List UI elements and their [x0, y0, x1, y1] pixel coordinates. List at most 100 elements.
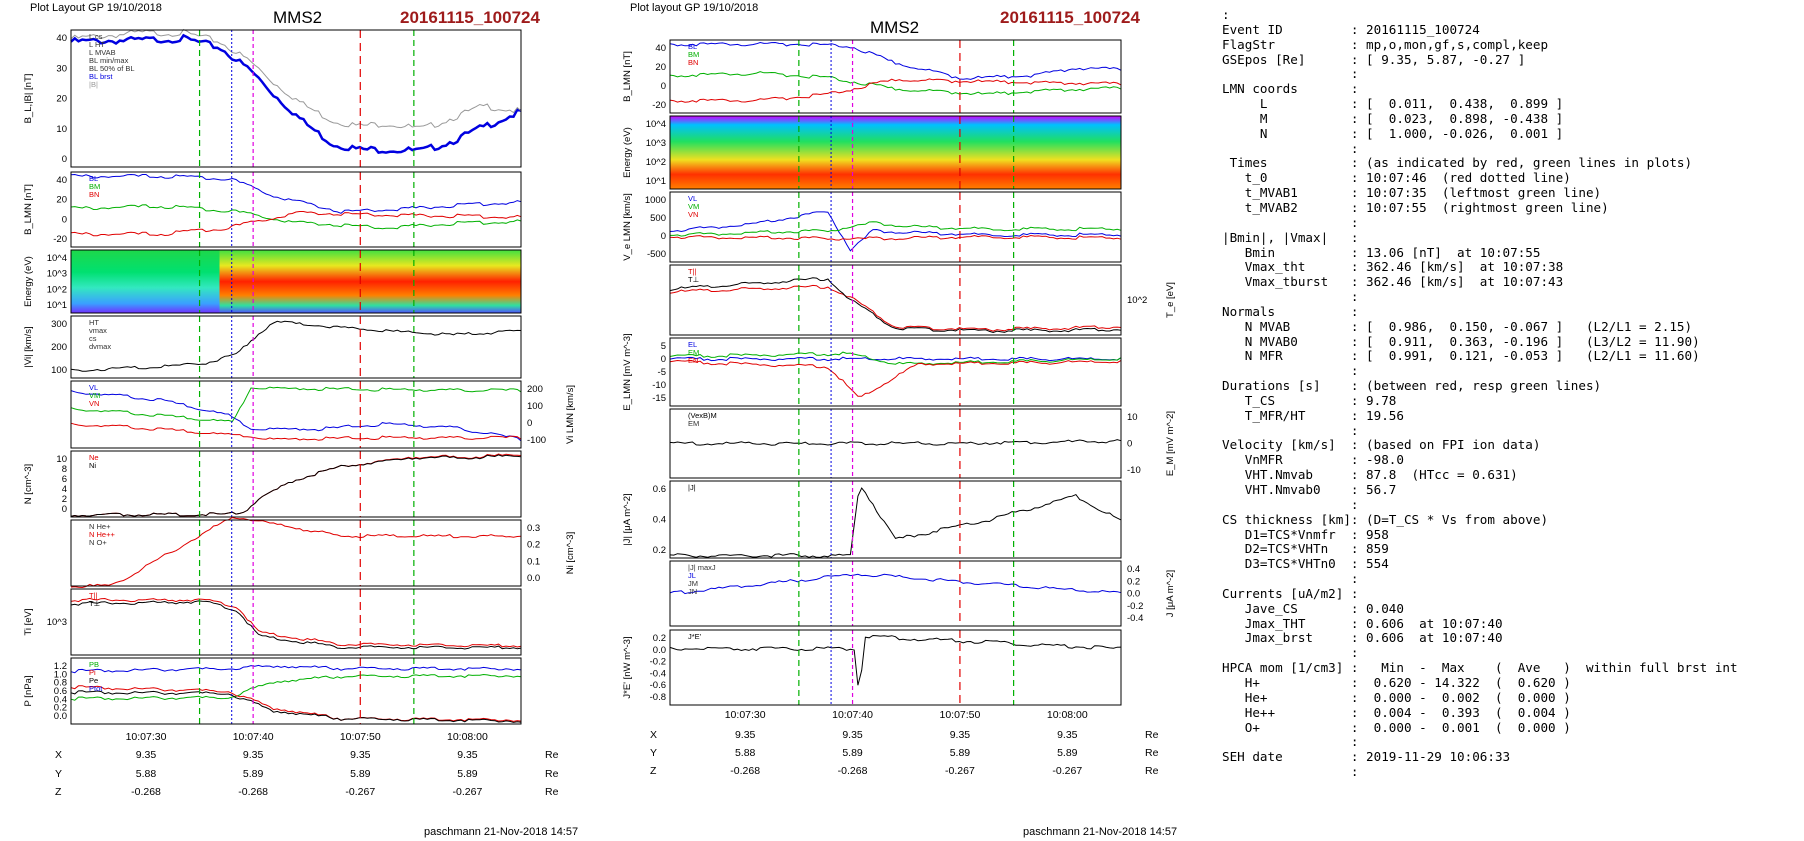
legend-entry: cs	[89, 334, 97, 343]
info-line: Durations [s] : (between red, resp green…	[1222, 378, 1602, 394]
y-tick-label: -0.6	[650, 680, 666, 691]
y-tick-label: 0	[661, 81, 666, 92]
legend-entry: N He+	[89, 522, 111, 531]
y-tick-label: 10^3	[646, 138, 666, 149]
coord-label: Y	[55, 768, 62, 780]
y-axis-label: N [cm^-3]	[23, 464, 34, 504]
y-tick-label: 0.1	[527, 556, 540, 567]
y-axis-label: T_e [eV]	[1165, 282, 1176, 318]
panel-frame	[70, 171, 522, 248]
coord-value: -0.267	[945, 765, 975, 777]
y-tick-label: 200	[51, 342, 67, 353]
y-tick-label: 10^4	[47, 253, 67, 264]
y-tick-label: 0	[661, 231, 666, 242]
y-tick-label: 10^2	[646, 157, 666, 168]
legend-entry: |J|	[688, 483, 696, 492]
coord-label: Z	[55, 786, 62, 798]
coord-value: 5.89	[950, 747, 971, 759]
y-tick-label: -15	[652, 393, 666, 404]
legend-entry: Ne	[89, 453, 99, 462]
coord-value: -0.267	[345, 786, 375, 798]
y-tick-label: -0.4	[650, 668, 666, 679]
y-axis-label: B_L,|B| [nT]	[23, 74, 34, 124]
series-bm	[70, 204, 522, 230]
series--vi-	[70, 320, 522, 372]
coord-value: 5.89	[842, 747, 863, 759]
info-line: Vmax_tburst : 362.46 [km/s] at 10:07:43	[1222, 274, 1564, 290]
y-axis-label: Vi LMN [km/s]	[565, 385, 576, 444]
panel-m7	[669, 480, 1122, 559]
spectrogram-right-part	[219, 250, 521, 313]
event-info-text: : Event ID : 20161115_100724 FlagStr : mp,…	[1222, 7, 1738, 780]
y-tick-label: 40	[655, 43, 666, 54]
panel-frame	[669, 191, 1122, 263]
y-tick-label: 1000	[645, 195, 666, 206]
series-bl	[70, 173, 522, 214]
series-n-he-	[70, 517, 522, 589]
info-line: :	[1222, 66, 1359, 82]
legend-entry: VL	[688, 194, 697, 203]
legend-entry: BL 50% of BL	[89, 64, 135, 73]
y-tick-label: -20	[53, 234, 67, 245]
info-line: Bmin : 13.06 [nT] at 10:07:55	[1222, 244, 1541, 260]
series-bn	[70, 211, 522, 237]
series-ptot	[70, 664, 522, 674]
series-bm	[669, 71, 1122, 96]
info-line: CS thickness [km]: (D=T_CS * Vs from abo…	[1222, 511, 1549, 527]
y-tick-label: 10	[56, 454, 67, 465]
left-spacecraft-title: MMS2	[273, 8, 323, 27]
panel-background	[670, 630, 1121, 705]
panel-background	[670, 40, 1121, 113]
y-tick-label: 0.6	[54, 686, 67, 697]
coord-value: -0.268	[238, 786, 268, 798]
legend-entry: BL	[688, 42, 697, 51]
legend-entry: EL	[688, 340, 697, 349]
legend-entry: EM	[688, 419, 699, 428]
panel-l1	[70, 28, 522, 168]
legend-entry: Ptot	[89, 684, 103, 693]
panel-frame	[669, 480, 1122, 559]
series-t-	[70, 600, 522, 650]
y-axis-label: |J| [μA m^-2]	[622, 493, 633, 545]
coord-label: X	[55, 749, 62, 761]
info-line: :	[1222, 7, 1230, 22]
legend-entry: vmax	[89, 326, 107, 335]
panel-background	[71, 316, 521, 378]
legend-entry: BM	[89, 182, 100, 191]
legend-entry: Pe	[89, 676, 98, 685]
info-line: :	[1222, 734, 1359, 750]
panel-background	[71, 589, 521, 655]
y-tick-label: 300	[51, 319, 67, 330]
panel-frame	[669, 629, 1122, 706]
series-j-e-	[669, 634, 1122, 686]
info-line: :	[1222, 764, 1359, 780]
panel-frame	[70, 315, 522, 379]
y-tick-label: 0.4	[54, 694, 67, 705]
y-tick-label: 0.6	[653, 484, 666, 495]
y-axis-label: J*E' [nW m^-3]	[622, 636, 633, 698]
y-tick-label: -20	[652, 100, 666, 111]
info-line: N MVAB0 : [ 0.911, 0.363, -0.196 ] (L3/L…	[1222, 333, 1700, 349]
legend-entry: EN	[688, 356, 698, 365]
legend-entry: (VexB)M	[688, 411, 717, 420]
y-axis-label: E_M [mV m^-2]	[1165, 411, 1176, 476]
panel-frame	[70, 519, 522, 587]
y-tick-label: 0	[527, 418, 532, 429]
info-line: D1=TCS*Vnmfr : 958	[1222, 526, 1389, 542]
coord-value: 9.35	[243, 749, 264, 761]
y-tick-label: 500	[650, 213, 666, 224]
info-line: Currents [uA/m2] :	[1222, 585, 1359, 601]
info-line: D2=TCS*VHTn : 859	[1222, 541, 1389, 557]
coord-value: 9.35	[950, 729, 971, 741]
panel-frame	[669, 39, 1122, 114]
legend-entry: N O+	[89, 538, 107, 547]
coord-value: -0.267	[1052, 765, 1082, 777]
y-tick-label: 30	[56, 63, 67, 74]
spectrogram	[670, 116, 1121, 189]
legend-entry: dvmax	[89, 342, 111, 351]
y-tick-label: 10^3	[47, 269, 67, 280]
coord-value: -0.268	[838, 765, 868, 777]
info-line: |Bmin|, |Vmax| :	[1222, 229, 1359, 245]
panel-frame	[70, 380, 522, 449]
series-vm	[670, 221, 1122, 237]
